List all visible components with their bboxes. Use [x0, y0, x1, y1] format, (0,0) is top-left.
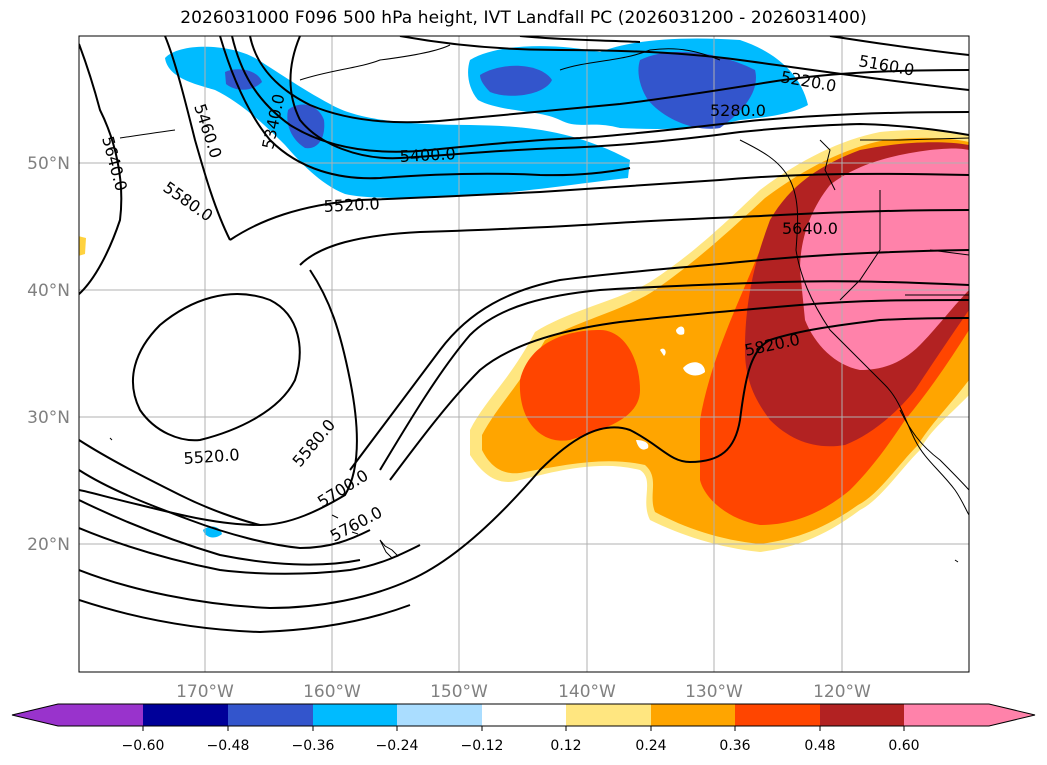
colorbar-tick-label: −0.24	[376, 738, 419, 754]
lon-label: 150°W	[430, 682, 488, 702]
positive-ivt-shading	[470, 129, 969, 552]
map-frame	[78, 35, 970, 673]
coastlines	[109, 44, 969, 563]
colorbar-extend-high	[989, 704, 1035, 726]
colorbar-extend-low	[12, 704, 58, 726]
lat-label: 50°N	[27, 154, 70, 174]
lon-label: 170°W	[176, 682, 234, 702]
colorbar: −0.60 −0.48 −0.36 −0.24 −0.12 0.12 0.24 …	[11, 703, 1036, 754]
colorbar-bin	[397, 704, 482, 726]
colorbar-bin	[482, 704, 566, 726]
lon-label: 130°W	[685, 682, 743, 702]
lon-label: 160°W	[303, 682, 361, 702]
colorbar-bin	[58, 704, 143, 726]
lat-label: 30°N	[27, 408, 70, 428]
latitude-labels: 50°N 40°N 30°N 20°N	[27, 154, 70, 555]
contour-label: 5520.0	[323, 194, 380, 216]
longitude-labels: 170°W 160°W 150°W 140°W 130°W 120°W	[176, 682, 871, 702]
contour-label: 5640.0	[782, 219, 838, 238]
map-title: 2026031000 F096 500 hPa height, IVT Land…	[180, 8, 867, 28]
map-layers: 5640.0 5460.0 5340.0 5580.0 5400.0 5520.…	[79, 36, 969, 672]
colorbar-tick-label: 0.60	[888, 738, 919, 754]
colorbar-bin	[228, 704, 313, 726]
colorbar-bin	[820, 704, 904, 726]
colorbar-tick-label: 0.36	[719, 738, 750, 754]
colorbar-bin	[566, 704, 651, 726]
colorbar-bin	[735, 704, 820, 726]
colorbar-tick-label: −0.36	[292, 738, 335, 754]
colorbar-tick-label: 0.12	[550, 738, 581, 754]
height-contours	[79, 36, 969, 634]
colorbar-tick-label: 0.48	[804, 738, 835, 754]
lon-label: 140°W	[558, 682, 616, 702]
lat-label: 20°N	[27, 535, 70, 555]
colorbar-tick-label: −0.60	[122, 738, 165, 754]
lat-label: 40°N	[27, 281, 70, 301]
colorbar-tick-label: −0.12	[461, 738, 504, 754]
colorbar-bin	[651, 704, 735, 726]
graticule	[79, 36, 969, 672]
contour-label: 5280.0	[710, 101, 766, 120]
colorbar-bin	[904, 704, 989, 726]
lon-label: 120°W	[813, 682, 871, 702]
contour-label: 5520.0	[183, 445, 240, 468]
contour-label: 5400.0	[399, 144, 456, 166]
colorbar-bin	[143, 704, 228, 726]
colorbar-tick-label: 0.24	[635, 738, 666, 754]
colorbar-tick-label: −0.48	[207, 738, 250, 754]
colorbar-bin	[313, 704, 397, 726]
